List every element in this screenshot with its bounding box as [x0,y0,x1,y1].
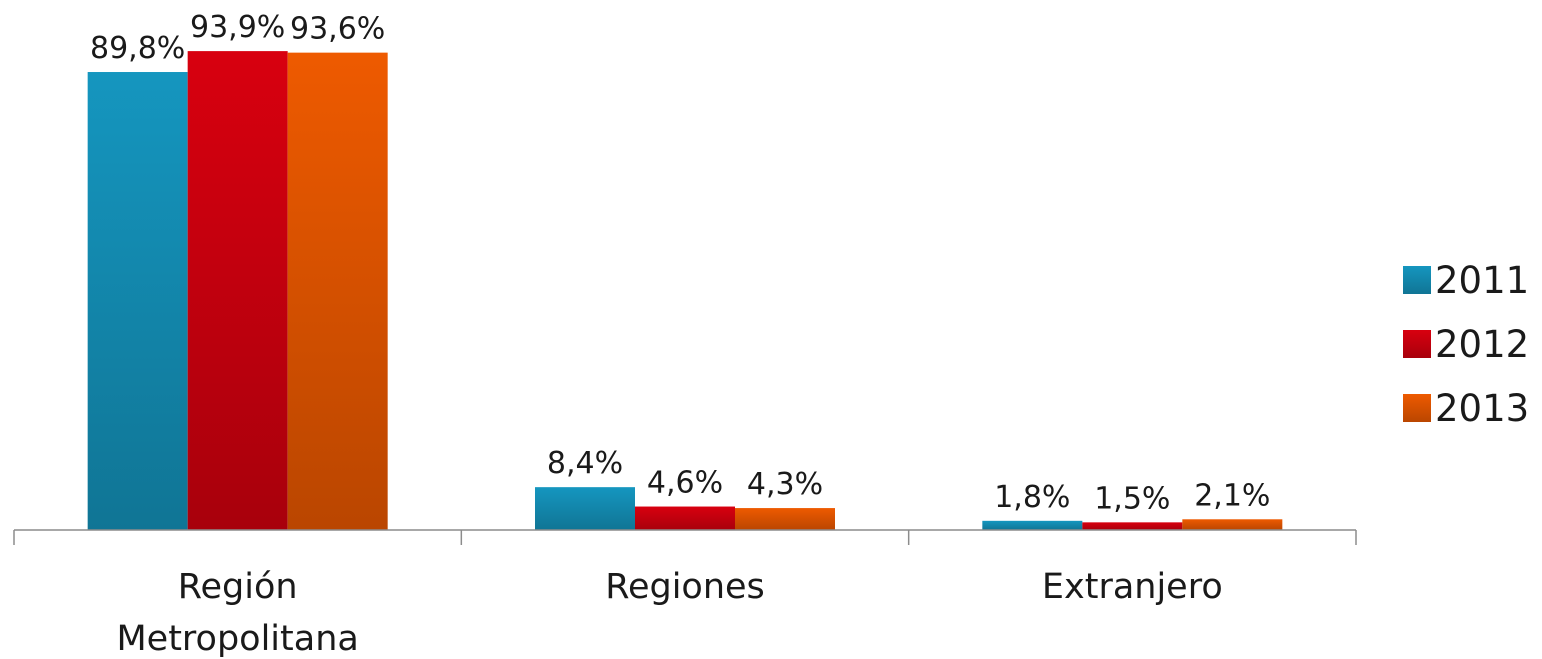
bar-2011-2 [982,520,1083,530]
legend-item-2013: 2013 [1403,376,1529,440]
legend-label-2012: 2012 [1435,322,1530,366]
bar-2012-2 [1082,522,1183,530]
bar-2013-0 [287,52,388,530]
category-label-1: Regiones [605,567,765,607]
legend-label-2011: 2011 [1435,258,1530,302]
data-label-2013-2: 2,1% [1194,478,1270,513]
legend-item-2012: 2012 [1403,312,1529,376]
bar-2013-2 [1182,519,1283,530]
bars-layer [87,51,1283,531]
legend-swatch-2012 [1403,330,1431,358]
bar-2011-0 [87,72,188,531]
legend: 2011 2012 2013 [1403,248,1529,440]
legend-swatch-2011 [1403,266,1431,294]
legend-label-2013: 2013 [1435,386,1530,430]
category-labels-layer: Región Metropolitana Regiones Extranjero [116,567,1222,659]
data-label-2011-0: 89,8% [90,31,185,66]
category-label-0: Región Metropolitana [116,567,358,659]
x-axis [13,529,1357,545]
data-label-2013-1: 4,3% [747,467,823,502]
bar-2012-1 [635,506,735,530]
bar-2011-1 [535,487,635,530]
data-label-2011-2: 1,8% [994,480,1070,515]
legend-item-2011: 2011 [1403,248,1529,312]
data-label-2012-0: 93,9% [190,10,285,45]
legend-swatch-2013 [1403,394,1431,422]
bar-2013-1 [735,508,835,530]
data-labels-layer: 89,8%93,9% 93,6% 8,4% 4,6% 4,3% 1,8% 1,5% 2,1% [90,10,1270,516]
bar-2012-0 [187,51,288,531]
data-label-2013-0: 93,6% [290,12,385,47]
data-label-2012-1: 4,6% [647,466,723,501]
category-label-2: Extranjero [1042,567,1223,607]
data-label-2011-1: 8,4% [547,446,623,481]
data-label-2012-2: 1,5% [1094,481,1170,516]
